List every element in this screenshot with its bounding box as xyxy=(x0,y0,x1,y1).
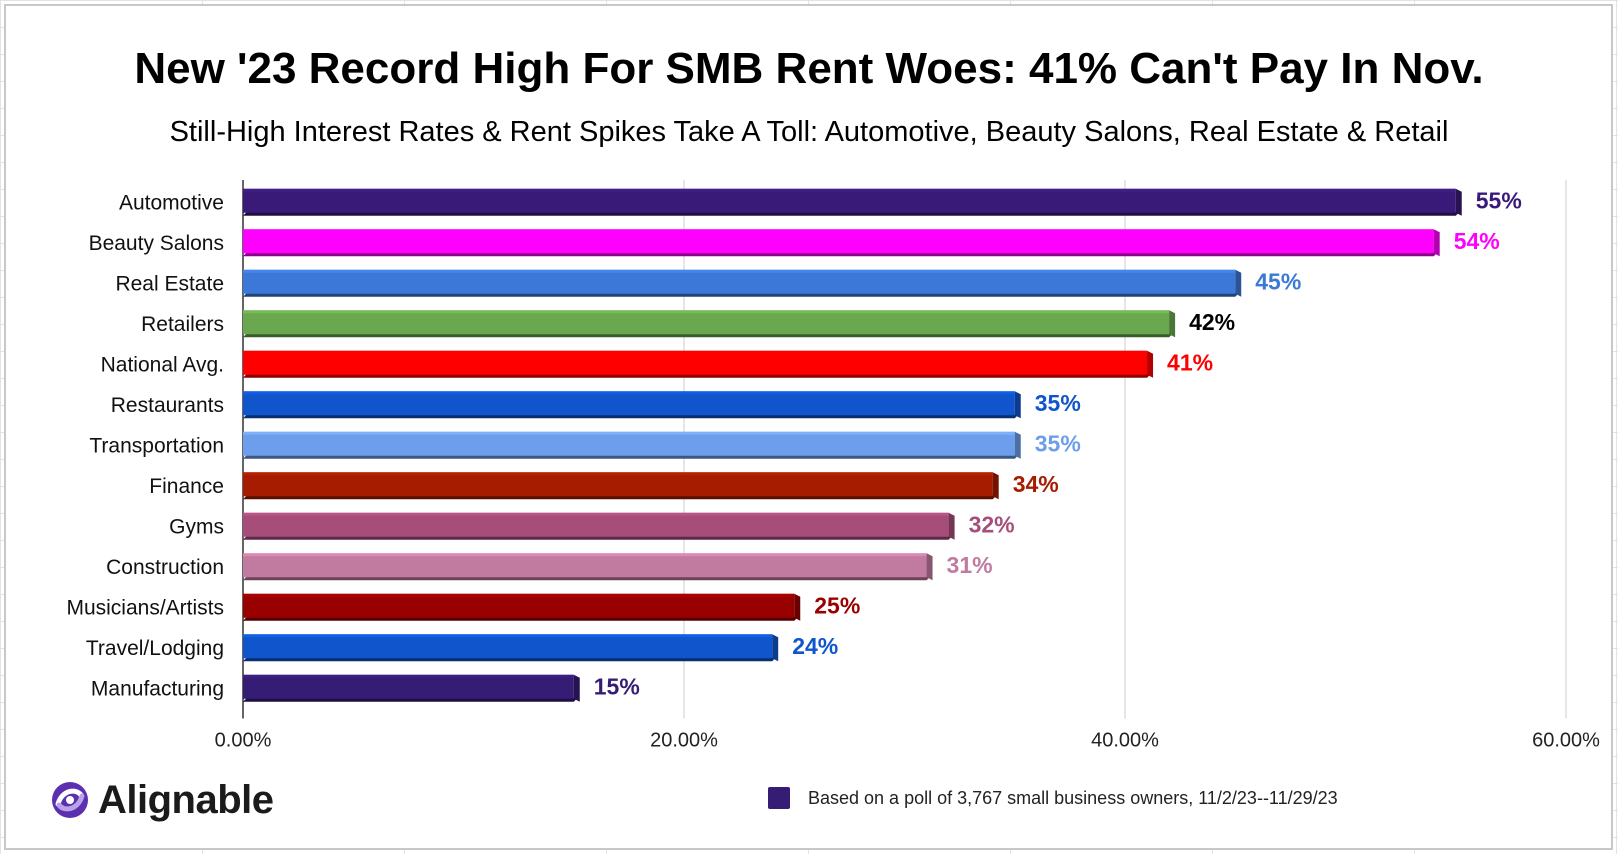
value-label: 34% xyxy=(1013,471,1059,497)
category-label: Restaurants xyxy=(111,394,224,417)
bar-highlight xyxy=(243,512,949,516)
category-label: Travel/Lodging xyxy=(86,637,224,660)
bar-end-face xyxy=(794,593,801,621)
bar-end-face xyxy=(1169,310,1176,338)
bar xyxy=(243,350,1148,375)
bar-highlight xyxy=(243,674,574,678)
category-label: Automotive xyxy=(119,191,224,214)
value-label: 35% xyxy=(1035,390,1081,416)
bar-end-face xyxy=(1235,269,1242,297)
bar xyxy=(243,553,927,578)
value-label: 15% xyxy=(594,673,640,699)
bar-end-face xyxy=(992,472,999,500)
bar xyxy=(243,431,1015,456)
bar xyxy=(243,188,1456,213)
value-label: 55% xyxy=(1476,187,1522,213)
bar-end-face xyxy=(1147,350,1154,378)
value-label: 24% xyxy=(792,633,838,659)
value-label: 25% xyxy=(814,592,860,618)
legend-text: Based on a poll of 3,767 small business … xyxy=(808,787,1338,808)
x-tick-label: 0.00% xyxy=(215,730,272,752)
bar xyxy=(243,634,773,659)
category-label: Transportation xyxy=(89,434,224,457)
bar xyxy=(243,512,949,537)
bar xyxy=(243,310,1170,335)
bar xyxy=(243,472,993,497)
bar-highlight xyxy=(243,431,1015,435)
bar-highlight xyxy=(243,310,1170,314)
category-label: National Avg. xyxy=(101,353,224,376)
value-label: 35% xyxy=(1035,430,1081,456)
legend-swatch xyxy=(768,787,790,809)
bar xyxy=(243,391,1015,416)
chart-legend: Based on a poll of 3,767 small business … xyxy=(768,787,1338,809)
bar-highlight xyxy=(243,553,927,557)
x-tick-label: 60.00% xyxy=(1532,730,1600,752)
bar-end-face xyxy=(1433,229,1440,257)
alignable-logo-icon xyxy=(52,782,88,818)
bar-end-face xyxy=(926,553,933,581)
bar-end-face xyxy=(573,674,580,702)
category-label: Gyms xyxy=(169,515,224,538)
chart-subtitle: Still-High Interest Rates & Rent Spikes … xyxy=(169,116,1449,148)
category-label: Manufacturing xyxy=(91,677,224,700)
category-label: Beauty Salons xyxy=(89,232,224,255)
value-label: 41% xyxy=(1167,349,1213,375)
x-tick-label: 40.00% xyxy=(1091,730,1159,752)
category-label: Finance xyxy=(149,475,224,498)
bar-end-face xyxy=(1455,188,1462,216)
bar-end-face xyxy=(948,512,955,540)
brand-name: Alignable xyxy=(98,777,274,822)
value-label: 31% xyxy=(947,552,993,578)
chart-card[interactable] xyxy=(4,4,1613,850)
bar-highlight xyxy=(243,593,795,597)
bar-highlight xyxy=(243,350,1148,354)
chart-title: New '23 Record High For SMB Rent Woes: 4… xyxy=(134,44,1484,93)
bar-end-face xyxy=(772,634,779,662)
category-label: Real Estate xyxy=(115,272,224,295)
bar-highlight xyxy=(243,634,773,638)
bar xyxy=(243,269,1236,294)
bar-highlight xyxy=(243,391,1015,395)
brand-logo: Alignable xyxy=(50,775,274,825)
category-label: Musicians/Artists xyxy=(66,596,224,619)
bar-highlight xyxy=(243,472,993,476)
bar xyxy=(243,593,795,618)
bar-end-face xyxy=(1014,391,1021,419)
value-label: 42% xyxy=(1189,309,1235,335)
bar xyxy=(243,229,1434,254)
value-label: 45% xyxy=(1255,268,1301,294)
value-label: 32% xyxy=(969,511,1015,537)
x-tick-label: 20.00% xyxy=(650,730,718,752)
bar xyxy=(243,674,574,699)
value-label: 54% xyxy=(1454,228,1500,254)
bar-highlight xyxy=(243,188,1456,192)
category-label: Retailers xyxy=(141,313,224,336)
category-label: Construction xyxy=(106,556,224,579)
bar-highlight xyxy=(243,269,1236,273)
bar-highlight xyxy=(243,229,1434,233)
bar-end-face xyxy=(1014,431,1021,459)
